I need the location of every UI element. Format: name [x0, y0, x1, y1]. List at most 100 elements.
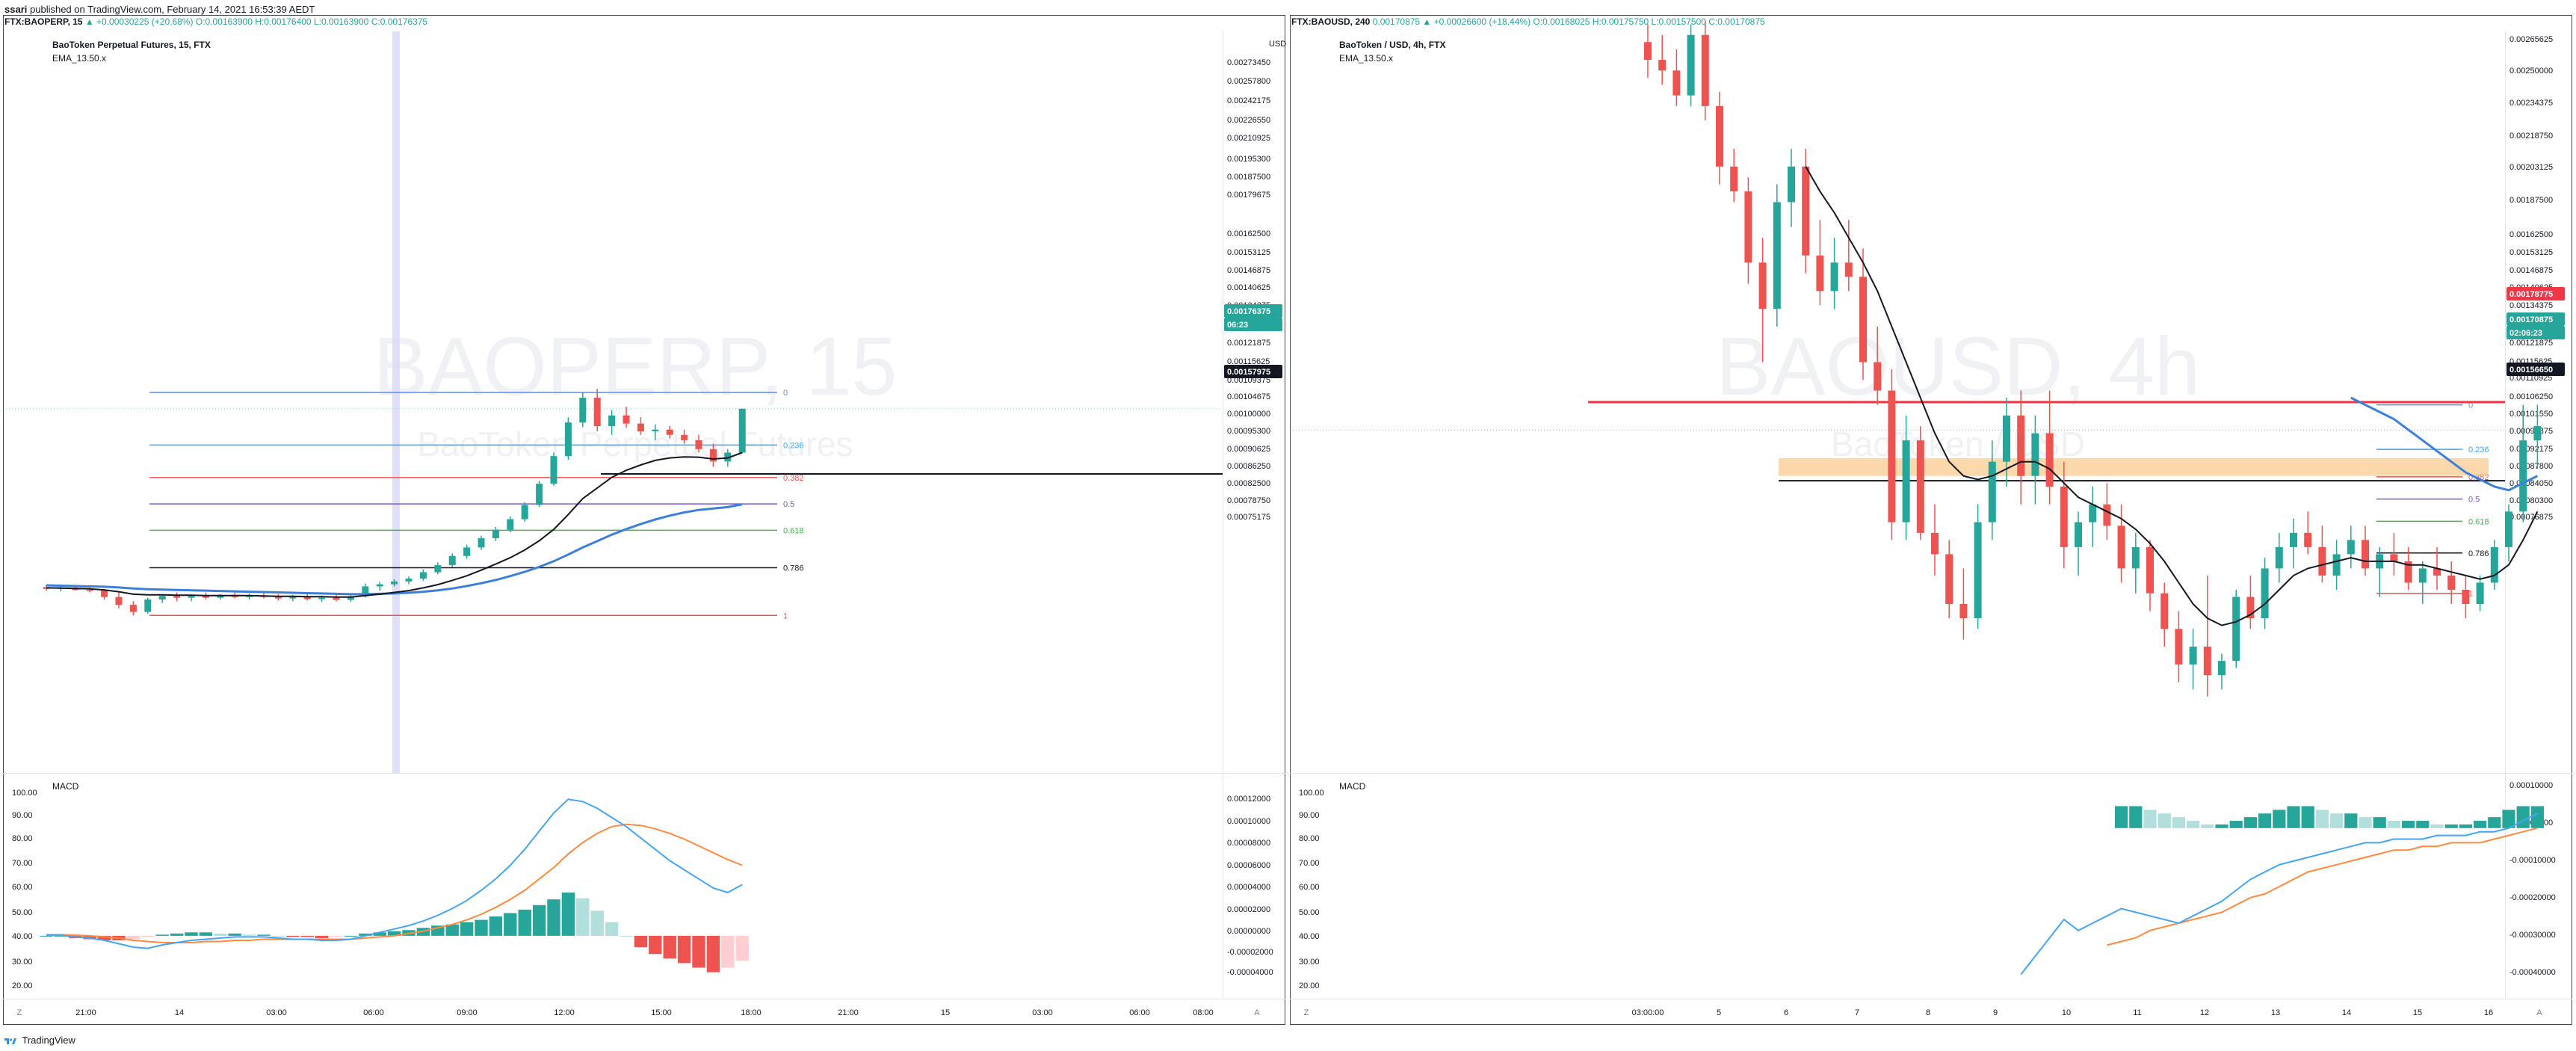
price-tick-label: 0.00203125: [2509, 163, 2553, 172]
macd-left-tick: 30.00: [12, 958, 33, 967]
macd-signal-line: [46, 823, 743, 943]
candle-body: [1687, 34, 1695, 96]
candle-body: [115, 597, 123, 605]
candle-body: [144, 599, 152, 612]
price-tick-label: 0.00210925: [1227, 134, 1270, 143]
time-tick-label: 09:00: [457, 1008, 478, 1017]
price-tag-box: [1224, 304, 1282, 318]
candle-body: [289, 597, 297, 599]
macd-left-tick: 100.00: [12, 789, 37, 798]
macd-right-tick: -0.00040000: [2509, 968, 2556, 977]
time-tick-label: 7: [1855, 1008, 1859, 1017]
price-tag-label: 02:06:23: [2509, 329, 2542, 338]
candle-body: [564, 422, 572, 457]
candle-body: [1758, 262, 1767, 309]
price-tick-label: 0.00187500: [1227, 173, 1270, 182]
candle-body: [2390, 554, 2398, 561]
candle-body: [2290, 532, 2297, 547]
candle-body: [2332, 554, 2341, 576]
macd-histogram-bar: [2373, 817, 2386, 828]
macd-histogram-bar: [2229, 821, 2243, 828]
price-tick-label: 0.00146875: [1227, 266, 1270, 275]
macd-histogram-bar: [2201, 824, 2214, 828]
candle-body: [129, 605, 137, 612]
macd-left-tick: 80.00: [12, 834, 33, 843]
symbol-header: FTX:BAOUSD, 240 0.00170875 ▲ +0.00026600…: [1291, 16, 1765, 27]
macd-histogram-bar: [663, 935, 676, 959]
time-tick-label: 06:00: [1129, 1008, 1150, 1017]
macd-histogram-bar: [692, 935, 705, 968]
candle-body: [2490, 546, 2498, 583]
candle-body: [1788, 166, 1795, 203]
candle-body: [1844, 262, 1853, 277]
macd-histogram-bar: [2315, 810, 2329, 828]
price-tick-label: 0.00090625: [1227, 445, 1270, 454]
time-tick-label: 15: [2413, 1008, 2422, 1017]
macd-histogram-bar: [170, 933, 184, 936]
price-tick-label: 0.00095300: [1227, 427, 1270, 436]
macd-histogram-bar: [2115, 806, 2128, 828]
macd-histogram-bar: [2488, 817, 2501, 828]
macd-right-tick: 0.00004000: [1227, 883, 1270, 892]
price-tick-label: 0.00146875: [2509, 266, 2553, 275]
scale-toggle-left: Z: [17, 1008, 22, 1017]
header-change: 0.00170875 ▲ +0.00026600 (+18.44%): [1373, 16, 1533, 27]
macd-right-tick: -0.00002000: [1227, 948, 1273, 957]
price-tag-box: [1224, 365, 1282, 378]
macd-histogram-bar: [561, 893, 575, 936]
macd-histogram-bar: [315, 935, 329, 938]
price-axis-unit: USD: [1269, 40, 1286, 49]
candle-body: [1959, 604, 1968, 619]
candle-body: [608, 415, 616, 426]
price-tag-box: [2506, 287, 2565, 300]
candle-body: [101, 591, 108, 597]
macd-histogram-bar: [2158, 813, 2171, 828]
header-close: C:0.00176375: [371, 16, 428, 27]
macd-histogram-bar: [504, 913, 517, 936]
macd-histogram-bar: [155, 934, 169, 936]
candle-body: [2433, 568, 2441, 576]
chart-panel-right[interactable]: FTX:BAOUSD, 240 0.00170875 ▲ +0.00026600…: [1290, 15, 2572, 1025]
price-tick-label: 0.00242175: [1227, 96, 1270, 105]
price-tick-label: 0.00162500: [1227, 229, 1270, 238]
price-tag-label: 0.00157975: [1227, 368, 1270, 377]
chart-panel-left[interactable]: FTX:BAOPERP, 15 ▲ +0.00030225 (+20.68%) …: [3, 15, 1286, 1025]
price-tick-label: 0.00106250: [2509, 392, 2553, 401]
macd-histogram-bar: [489, 916, 503, 936]
macd-histogram-bar: [2416, 821, 2430, 828]
candle-body: [391, 581, 398, 585]
candle-body: [2505, 511, 2512, 547]
macd-histogram-bar: [286, 935, 300, 937]
candle-body: [2160, 593, 2169, 629]
candle-body: [2175, 629, 2183, 665]
price-tag-box: [1224, 318, 1282, 331]
time-tick-label: 5: [1717, 1008, 1721, 1017]
candle-body: [2203, 647, 2211, 676]
macd-title: MACD: [52, 781, 79, 792]
price-tick-label: 0.00100000: [1227, 410, 1270, 419]
price-tick-label: 0.00092175: [2509, 445, 2553, 454]
macd-histogram-bar: [2215, 824, 2228, 828]
macd-left-tick: 70.00: [1299, 859, 1320, 868]
fib-level-label: 0.618: [2468, 517, 2489, 526]
macd-histogram-bar: [634, 935, 648, 948]
candle-body: [1730, 166, 1738, 192]
macd-histogram-bar: [721, 935, 735, 968]
macd-histogram-bar: [2301, 806, 2314, 828]
legend-indicator: EMA_13.50.x: [1339, 53, 1393, 64]
macd-histogram-bar: [2330, 813, 2344, 828]
macd-histogram-bar: [199, 932, 213, 936]
header-symbol: FTX:BAOUSD, 240: [1291, 16, 1373, 27]
footer-brand[interactable]: TradingView: [4, 1033, 75, 1048]
candle-body: [2462, 589, 2470, 605]
candle-body: [2131, 546, 2140, 569]
macd-histogram-bar: [2129, 806, 2143, 828]
macd-histogram-bar: [257, 934, 271, 936]
fib-level-label: 0.236: [2468, 446, 2489, 454]
macd-histogram-bar: [2430, 824, 2444, 828]
publisher-user[interactable]: ssari: [4, 4, 28, 15]
candle-body: [724, 452, 732, 462]
candle-body: [1744, 191, 1752, 263]
candle-body: [434, 565, 442, 573]
